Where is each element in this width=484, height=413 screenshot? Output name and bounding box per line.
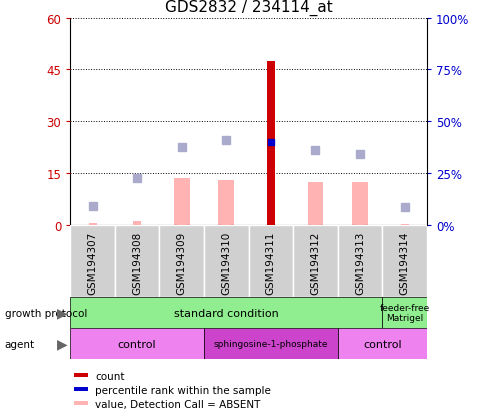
Bar (337, 225, 381, 297)
Text: ▶: ▶ (57, 306, 67, 320)
Bar (204, 225, 248, 297)
Text: sphingosine-1-phosphate: sphingosine-1-phosphate (213, 339, 327, 348)
Text: value, Detection Call = ABSENT: value, Detection Call = ABSENT (95, 399, 260, 408)
Bar (159, 225, 204, 297)
Bar (266, 62, 274, 225)
Bar (177, 224, 185, 225)
Text: ▶: ▶ (57, 337, 67, 351)
Text: GSM194307: GSM194307 (88, 231, 97, 294)
Bar (70, 297, 381, 328)
Text: count: count (95, 371, 124, 381)
Text: GSM194312: GSM194312 (310, 231, 320, 294)
Text: GSM194313: GSM194313 (354, 231, 364, 294)
Bar (204, 328, 337, 359)
Bar (70, 328, 204, 359)
Bar (74, 387, 88, 392)
Text: feeder-free
Matrigel: feeder-free Matrigel (378, 303, 429, 323)
Text: standard condition: standard condition (174, 308, 278, 318)
Text: control: control (362, 339, 401, 349)
Text: GSM194311: GSM194311 (265, 231, 275, 294)
Bar (351, 182, 367, 225)
Text: GSM194314: GSM194314 (399, 231, 408, 294)
Bar (381, 297, 426, 328)
Bar (174, 178, 189, 225)
Bar (133, 222, 141, 225)
Bar (381, 225, 426, 297)
Bar (248, 225, 292, 297)
Text: GSM194310: GSM194310 (221, 231, 231, 294)
Text: GSM194308: GSM194308 (132, 231, 142, 294)
Bar (311, 224, 319, 225)
Bar (292, 225, 337, 297)
Bar (115, 225, 159, 297)
Text: agent: agent (5, 339, 35, 349)
Bar (400, 224, 408, 225)
Bar (218, 180, 234, 225)
Text: GSM194309: GSM194309 (176, 231, 186, 294)
Bar (307, 182, 322, 225)
Title: GDS2832 / 234114_at: GDS2832 / 234114_at (165, 0, 332, 16)
Bar (70, 225, 115, 297)
Text: percentile rank within the sample: percentile rank within the sample (95, 385, 271, 395)
Text: growth protocol: growth protocol (5, 308, 87, 318)
Bar (89, 223, 96, 225)
Bar (74, 373, 88, 377)
Bar (74, 401, 88, 405)
Text: control: control (118, 339, 156, 349)
Bar (222, 224, 230, 225)
Bar (337, 328, 426, 359)
Bar (355, 224, 363, 225)
